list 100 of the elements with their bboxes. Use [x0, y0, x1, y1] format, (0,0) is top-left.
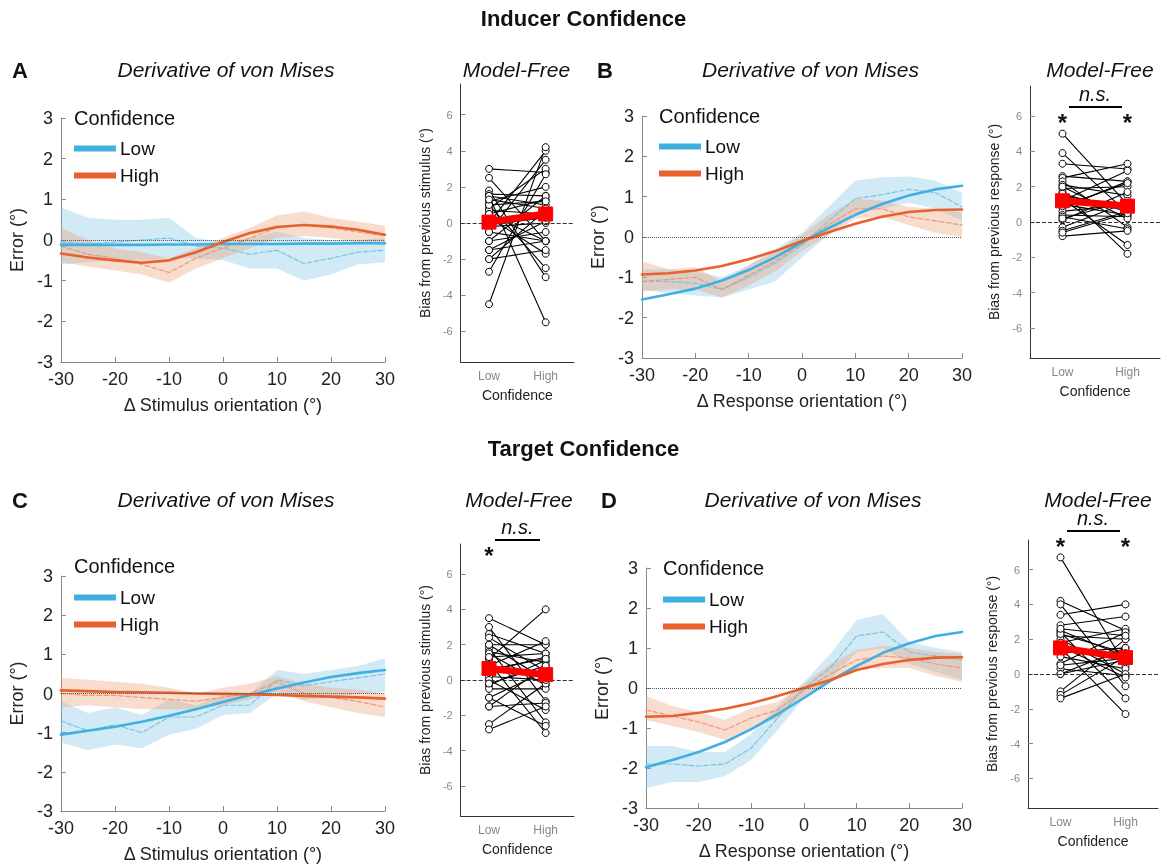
- legend-title: Confidence: [659, 105, 761, 127]
- text: Target Confidence: [486, 436, 681, 462]
- y-tick-label: 3: [623, 106, 634, 126]
- chart-title: Model-Free: [465, 488, 573, 511]
- x-axis-title: Δ Stimulus orientation (°): [123, 395, 323, 415]
- y-tick-label: 4: [446, 144, 453, 157]
- y-tick-label: -1: [36, 270, 53, 291]
- x-tick-label: 10: [266, 818, 287, 838]
- legend-label: Low: [705, 136, 741, 157]
- x-tick-label: 30: [374, 818, 396, 838]
- y-tick-label: 2: [446, 180, 453, 193]
- y-tick-label: 1: [42, 644, 53, 665]
- x-tick-label: High: [1115, 365, 1140, 379]
- x-tick-label: High: [1113, 815, 1138, 829]
- y-tick-label: 1: [623, 186, 634, 207]
- text: D: [601, 487, 617, 513]
- y-tick-label: 0: [1013, 668, 1020, 680]
- x-tick-label: 10: [266, 369, 287, 389]
- legend-label: Low: [120, 587, 156, 608]
- text: B: [597, 57, 613, 83]
- x-axis-title: Confidence: [1059, 383, 1131, 399]
- x-tick-label: -30: [47, 818, 74, 838]
- y-tick-label: 2: [623, 146, 634, 167]
- legend-title: Confidence: [74, 555, 176, 577]
- y-tick-label: 0: [446, 674, 453, 686]
- y-tick-label: -2: [442, 253, 453, 266]
- legend-label: High: [709, 616, 749, 637]
- y-tick-label: -2: [617, 307, 634, 328]
- y-tick-label: 4: [1015, 145, 1022, 158]
- y-tick-label: -3: [36, 801, 53, 821]
- legend-title: Confidence: [74, 107, 176, 129]
- x-tick-label: -20: [101, 818, 128, 838]
- x-tick-label: -30: [628, 365, 656, 385]
- y-tick-label: 2: [1015, 180, 1022, 193]
- chart-title: Derivative of von Mises: [117, 488, 336, 511]
- x-tick-label: -30: [47, 369, 74, 389]
- y-tick-label: 0: [623, 227, 634, 247]
- y-tick-label: 4: [1013, 598, 1020, 611]
- x-tick-label: -20: [685, 815, 712, 835]
- y-tick-label: -1: [621, 718, 638, 738]
- chart-title: Derivative of von Mises: [704, 488, 923, 511]
- x-tick-label: -20: [101, 369, 128, 389]
- x-tick-label: Low: [1051, 365, 1074, 379]
- text: n.s.: [501, 516, 534, 538]
- y-tick-label: 2: [42, 148, 53, 169]
- x-tick-label: -10: [155, 369, 182, 389]
- chart-title: Model-Free: [1046, 58, 1154, 81]
- y-tick-label: -2: [621, 758, 638, 778]
- text: C: [12, 487, 28, 513]
- x-tick-label: 0: [796, 365, 807, 385]
- y-axis-title: Bias from previous response (°): [984, 575, 1001, 773]
- y-tick-label: 6: [446, 568, 453, 581]
- y-tick-label: 2: [446, 638, 453, 651]
- y-axis-title: Bias from previous stimulus (°): [417, 128, 433, 318]
- x-tick-label: -30: [632, 815, 660, 835]
- y-tick-label: 6: [446, 108, 453, 121]
- x-axis-title: Confidence: [481, 387, 553, 403]
- text: A: [12, 57, 28, 83]
- x-tick-label: 20: [899, 815, 920, 835]
- y-tick-label: -6: [1010, 772, 1020, 785]
- y-tick-label: -3: [36, 352, 53, 372]
- y-tick-label: -4: [1010, 737, 1020, 750]
- chart-title: Model-Free: [462, 58, 571, 81]
- x-tick-label: 0: [217, 369, 228, 389]
- annotation: *: [1055, 532, 1066, 560]
- y-tick-label: 3: [42, 108, 53, 128]
- y-tick-label: -1: [36, 722, 53, 743]
- y-axis-title: Bias from previous stimulus (°): [417, 585, 433, 775]
- chart-title: Derivative of von Mises: [701, 58, 920, 81]
- y-tick-label: -6: [442, 325, 453, 338]
- y-tick-label: 3: [42, 566, 53, 586]
- x-tick-label: 0: [798, 815, 809, 835]
- y-tick-label: -3: [621, 798, 638, 818]
- legend-label: Low: [709, 589, 745, 610]
- y-tick-label: 0: [42, 683, 53, 704]
- y-tick-label: -4: [1012, 286, 1022, 299]
- y-tick-label: -6: [442, 779, 453, 792]
- x-tick-label: High: [533, 369, 559, 383]
- text: Inducer Confidence: [479, 6, 688, 32]
- x-axis-title: Δ Response orientation (°): [698, 841, 910, 861]
- legend-label: High: [120, 165, 160, 186]
- x-tick-label: 30: [951, 365, 972, 385]
- y-tick-label: -2: [36, 311, 53, 332]
- x-tick-label: High: [533, 823, 559, 837]
- x-tick-label: -10: [738, 815, 765, 835]
- y-tick-label: -6: [1012, 321, 1022, 334]
- legend-label: High: [705, 163, 745, 184]
- x-tick-label: Low: [478, 369, 501, 383]
- y-tick-label: 2: [1013, 633, 1020, 646]
- annotation: *: [484, 541, 495, 569]
- chart-title: Derivative of von Mises: [117, 58, 336, 81]
- x-tick-label: 20: [320, 369, 341, 389]
- legend-title: Confidence: [663, 557, 765, 579]
- x-axis-title: Δ Response orientation (°): [696, 391, 908, 411]
- y-tick-label: 2: [627, 598, 638, 618]
- annotation: *: [1057, 108, 1068, 136]
- x-tick-label: -10: [155, 818, 182, 838]
- y-tick-label: 6: [1013, 563, 1020, 576]
- y-tick-label: 1: [42, 189, 53, 210]
- y-tick-label: -2: [442, 709, 453, 722]
